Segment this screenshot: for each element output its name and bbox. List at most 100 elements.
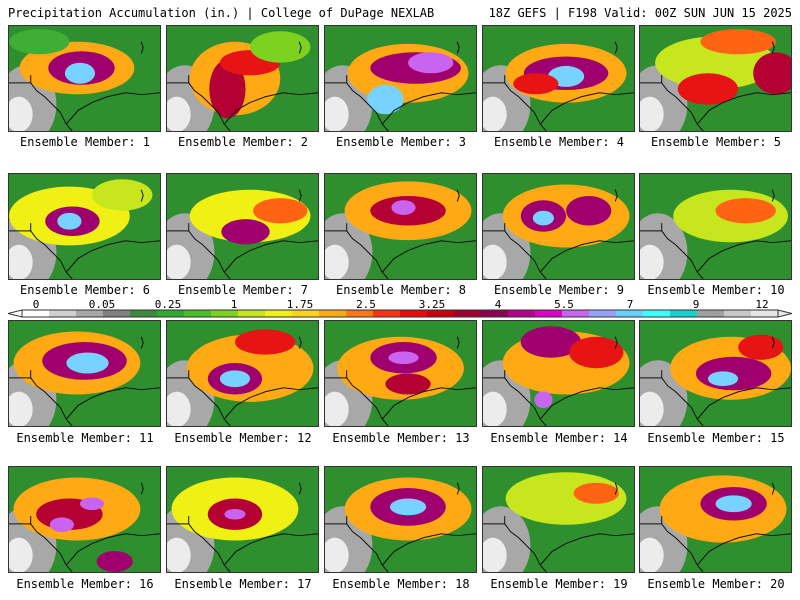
state-border <box>188 336 302 378</box>
precip-area <box>513 73 559 95</box>
precip-area <box>695 356 772 391</box>
coastline-outline <box>640 230 791 279</box>
ensemble-panel-20 <box>639 466 792 573</box>
colorbar <box>8 309 792 318</box>
colorbar-segment <box>427 310 455 317</box>
ensemble-member-label: Ensemble Member: 11 <box>16 431 154 445</box>
coastline-outline <box>640 523 791 572</box>
precip-area <box>738 334 784 360</box>
colorbar-segment <box>76 310 104 317</box>
state-border <box>30 482 144 524</box>
precip-area <box>92 179 153 211</box>
precip-area <box>753 52 791 95</box>
dry-area-core <box>9 537 33 572</box>
precip-area <box>677 73 739 105</box>
colorbar-tick-label: 0.25 <box>154 298 182 311</box>
precip-area <box>391 200 416 215</box>
coastline-outline <box>640 377 791 426</box>
ensemble-panel-7 <box>166 173 319 280</box>
ensemble-member-label: Ensemble Member: 13 <box>332 431 470 445</box>
state-border <box>661 336 775 378</box>
dry-area-core <box>9 391 33 426</box>
colorbar-segment <box>319 310 347 317</box>
dry-area-core <box>325 537 349 572</box>
precip-area <box>385 373 431 395</box>
ensemble-panel-18 <box>324 466 477 573</box>
state-border <box>346 336 460 378</box>
precip-area <box>224 509 246 520</box>
dry-area-core <box>640 96 664 131</box>
ensemble-panel-19 <box>482 466 635 573</box>
colorbar-right-arrow <box>777 309 792 318</box>
ensemble-panel-16 <box>8 466 161 573</box>
colorbar-tick-label: 0 <box>32 298 40 311</box>
state-border <box>346 189 460 231</box>
precip-area <box>209 59 246 119</box>
precip-area <box>573 482 619 504</box>
precip-area <box>234 329 296 355</box>
coastline-outline <box>167 377 318 426</box>
precip-area <box>64 62 96 84</box>
colorbar-segment <box>508 310 536 317</box>
dry-area-core <box>325 96 349 131</box>
ensemble-member-label: Ensemble Member: 14 <box>490 431 628 445</box>
coastline-outline <box>167 230 318 279</box>
ensemble-member-label: Ensemble Member: 17 <box>174 577 312 591</box>
colorbar-segment <box>670 310 698 317</box>
colorbar-tick-label: 7 <box>626 298 634 311</box>
precip-area <box>520 326 582 358</box>
ensemble-member-label: Ensemble Member: 1 <box>19 135 151 149</box>
state-border <box>188 189 302 231</box>
colorbar-segment <box>130 310 158 317</box>
coastline-outline <box>9 377 160 426</box>
precip-area <box>566 196 612 226</box>
ensemble-member-label: Ensemble Member: 16 <box>16 577 154 591</box>
dry-area-core <box>483 537 507 572</box>
precip-area <box>715 495 752 513</box>
colorbar-tick-label: 0.05 <box>88 298 116 311</box>
ensemble-panel-5 <box>639 25 792 132</box>
state-border <box>346 41 460 83</box>
precip-area <box>408 52 454 74</box>
colorbar-segment <box>481 310 509 317</box>
ensemble-member-label: Ensemble Member: 10 <box>647 283 785 297</box>
state-border <box>504 482 618 524</box>
ensemble-panel-8 <box>324 173 477 280</box>
coastline-outline <box>483 82 634 131</box>
colorbar-segment <box>292 310 320 317</box>
ensemble-panel-2 <box>166 25 319 132</box>
state-border <box>504 189 618 231</box>
precip-area <box>253 198 308 224</box>
colorbar-tick-label: 3.25 <box>418 298 446 311</box>
colorbar-segment <box>346 310 374 317</box>
state-border <box>504 336 618 378</box>
dry-area-core <box>325 391 349 426</box>
dry-area-core <box>167 537 191 572</box>
colorbar-segment <box>184 310 212 317</box>
coastline-outline <box>167 82 318 131</box>
state-border <box>30 189 144 231</box>
dry-area-core <box>640 391 664 426</box>
ensemble-member-label: Ensemble Member: 9 <box>493 283 625 297</box>
ensemble-panel-9 <box>482 173 635 280</box>
ensemble-panel-13 <box>324 320 477 427</box>
ensemble-panel-1 <box>8 25 161 132</box>
colorbar-left-arrow <box>8 309 23 318</box>
colorbar-segment <box>211 310 239 317</box>
colorbar-segment <box>724 310 752 317</box>
precip-area <box>79 497 105 511</box>
dry-area-core <box>640 537 664 572</box>
coastline-outline <box>167 523 318 572</box>
ensemble-panel-12 <box>166 320 319 427</box>
precip-area <box>9 29 70 55</box>
colorbar-segment <box>103 310 131 317</box>
dry-area-core <box>167 244 191 279</box>
colorbar-segment <box>751 310 779 317</box>
ensemble-member-label: Ensemble Member: 2 <box>177 135 309 149</box>
precip-area <box>707 371 739 387</box>
state-border <box>30 336 144 378</box>
state-border <box>661 189 775 231</box>
precip-area <box>57 212 82 230</box>
dry-area-core <box>9 244 33 279</box>
ensemble-panel-17 <box>166 466 319 573</box>
